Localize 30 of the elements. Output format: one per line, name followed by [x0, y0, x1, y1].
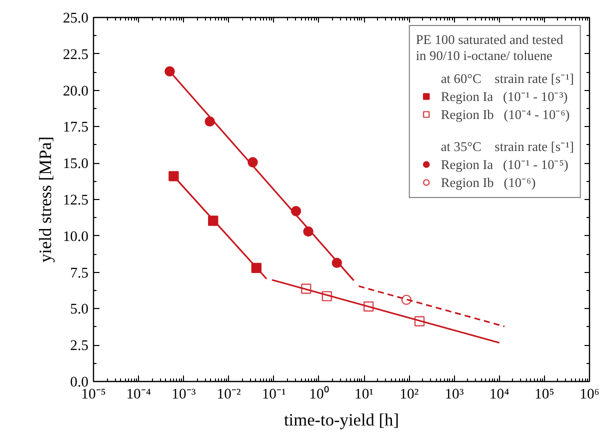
x-tick-label: 10⁴ [489, 386, 510, 402]
y-tick-label: 10.0 [62, 228, 89, 245]
legend-label: Region Ib (10⁻⁴ - 10⁻⁶) [440, 106, 570, 123]
x-tick-label: 10⁻² [216, 386, 242, 402]
legend-label: Region Ib (10⁻⁶) [440, 174, 536, 191]
y-tick-label: 12.5 [62, 192, 89, 208]
y-tick-label: 5.0 [70, 302, 89, 318]
legend-label: Region Ia (10⁻¹ - 10⁻⁵) [440, 156, 568, 173]
x-tick-label: 10⁰ [309, 386, 329, 402]
y-tick-label: 22.5 [62, 46, 89, 63]
x-tick-label: 10² [400, 386, 420, 402]
x-tick-label: 10⁻⁴ [126, 386, 151, 402]
x-axis-title: time-to-yield [h] [284, 410, 400, 430]
y-tick-label: 20.0 [62, 83, 89, 100]
y-tick-label: 15.0 [62, 156, 89, 172]
y-axis-title: yield stress [MPa] [36, 136, 55, 263]
annotation: at 35°C strain rate [s⁻¹] [440, 138, 574, 155]
legend-label: Region Ia (10⁻¹ - 10⁻³) [440, 88, 568, 105]
x-tick-label: 10³ [444, 386, 464, 402]
x-tick-label: 10⁵ [534, 386, 554, 402]
y-tick-label: 7.5 [70, 265, 89, 282]
legend-title: PE 100 saturated and tested in 90/10 i-octane/ toluene [416, 32, 564, 64]
x-tick-label: 10¹ [354, 386, 374, 402]
y-tick-label: 17.5 [62, 120, 89, 136]
y-tick-label: 2.5 [70, 338, 89, 354]
annotation: at 60°C strain rate [s⁻¹] [440, 70, 574, 87]
x-tick-label: 10⁻³ [172, 386, 196, 402]
y-tick-label: 25.0 [62, 10, 89, 26]
x-tick-label: 10⁶ [580, 386, 600, 402]
x-tick-label: 10⁻¹ [262, 386, 286, 402]
